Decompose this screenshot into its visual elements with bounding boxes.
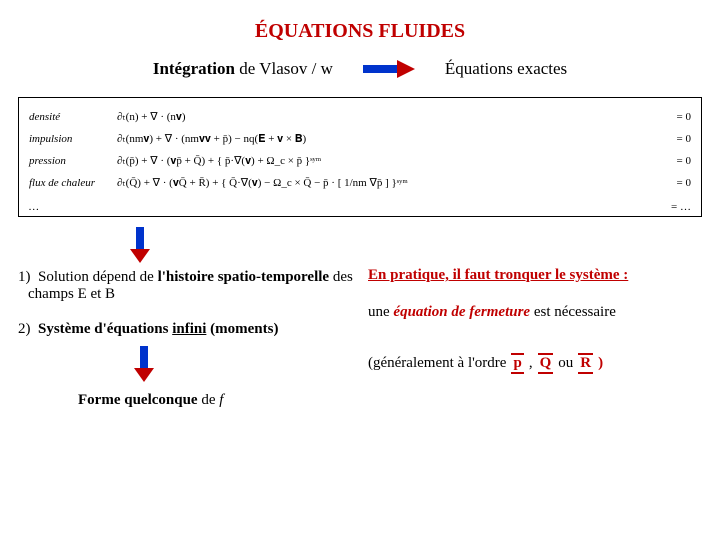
eq-rhs: = 0 (651, 177, 691, 189)
forme-lead: Forme quelconque (78, 392, 198, 408)
closure-post: est nécessaire (530, 304, 616, 320)
eq-body: ∂ₜ(p̄) + ∇ · (𝐯p̄ + Q̄) + { p̄·∇(𝐯) + Ω_… (117, 154, 651, 168)
arrow-right-icon (363, 60, 415, 78)
equations-exactes: Équations exactes (445, 59, 567, 79)
eq-rhs: = 0 (651, 133, 691, 145)
bullet-2-bold: infini (172, 321, 206, 337)
forme-quelconque: Forme quelconque de f (78, 392, 368, 409)
bottom-columns: 1) Solution dépend de l'histoire spatio-… (0, 233, 720, 409)
arrow-down-icon (130, 227, 150, 263)
ordre-comma: , (529, 355, 533, 372)
bullet-2-tail: (moments) (206, 321, 278, 337)
bullet-1-bold: l'histoire spatio-temporelle (158, 269, 330, 285)
bullet-1-lead: Solution dépend de (38, 269, 158, 285)
practice-line: En pratique, il faut tronquer le système… (368, 267, 706, 284)
ordre-line: (généralement à l'ordre p , Q ou R ) (368, 355, 706, 372)
tensor-q-icon: Q (539, 356, 553, 371)
eq-rhs: = 0 (651, 155, 691, 167)
eq-row-pressure: pression ∂ₜ(p̄) + ∇ · (𝐯p̄ + Q̄) + { p̄·… (29, 150, 691, 172)
forme-f: f (219, 392, 223, 408)
eq-rhs: = 0 (651, 111, 691, 123)
integration-vlasov: Intégration de Vlasov / w (153, 59, 333, 79)
bullet-2-num: 2) (18, 321, 31, 337)
top-row: Intégration de Vlasov / w Équations exac… (0, 59, 720, 79)
eq-row-dots: … = … (29, 196, 691, 218)
eq-body: ∂ₜ(nm𝐯) + ∇ · (nm𝐯𝐯 + p̄) − nq(𝐄 + 𝐯 × 𝐁… (117, 132, 651, 146)
right-column: En pratique, il faut tronquer le système… (368, 233, 706, 409)
closure-pre: une (368, 304, 393, 320)
eq-dots-right: = … (651, 201, 691, 213)
eq-label: densité (29, 111, 117, 123)
closure-line: une équation de fermeture est nécessaire (368, 304, 706, 321)
vlasov-rest: de Vlasov / w (235, 59, 333, 78)
bullet-2-lead: Système d'équations (38, 321, 172, 337)
integration-word: Intégration (153, 59, 235, 78)
eq-body: ∂ₜ(Q̄) + ∇ · (𝐯Q̄ + R̄) + { Q̄·∇(𝐯) − Ω_… (117, 176, 651, 190)
arrow-down-icon (134, 346, 154, 382)
eq-label: flux de chaleur (29, 177, 117, 189)
equation-box: densité ∂ₜ(n) + ∇ · (n𝐯) = 0 impulsion ∂… (18, 97, 702, 217)
eq-dots-left: … (29, 201, 117, 213)
left-column: 1) Solution dépend de l'histoire spatio-… (18, 233, 368, 409)
eq-label: impulsion (29, 133, 117, 145)
bullet-2: 2) Système d'équations infini (moments) (18, 321, 368, 338)
forme-tail: de (198, 392, 220, 408)
ordre-close: ) (598, 355, 603, 372)
ordre-ou: ou (558, 355, 573, 372)
tensor-p-icon: p (512, 356, 522, 371)
closure-em: équation de fermeture (393, 304, 530, 320)
eq-row-momentum: impulsion ∂ₜ(nm𝐯) + ∇ · (nm𝐯𝐯 + p̄) − nq… (29, 128, 691, 150)
ordre-pre: (généralement à l'ordre (368, 355, 506, 372)
slide-title: ÉQUATIONS FLUIDES (0, 0, 720, 43)
bullet-1-num: 1) (18, 269, 31, 285)
tensor-r-icon: R (579, 356, 592, 371)
eq-row-heatflux: flux de chaleur ∂ₜ(Q̄) + ∇ · (𝐯Q̄ + R̄) … (29, 172, 691, 194)
eq-label: pression (29, 155, 117, 167)
bullet-1: 1) Solution dépend de l'histoire spatio-… (18, 269, 368, 303)
eq-body: ∂ₜ(n) + ∇ · (n𝐯) (117, 110, 651, 124)
eq-row-density: densité ∂ₜ(n) + ∇ · (n𝐯) = 0 (29, 106, 691, 128)
